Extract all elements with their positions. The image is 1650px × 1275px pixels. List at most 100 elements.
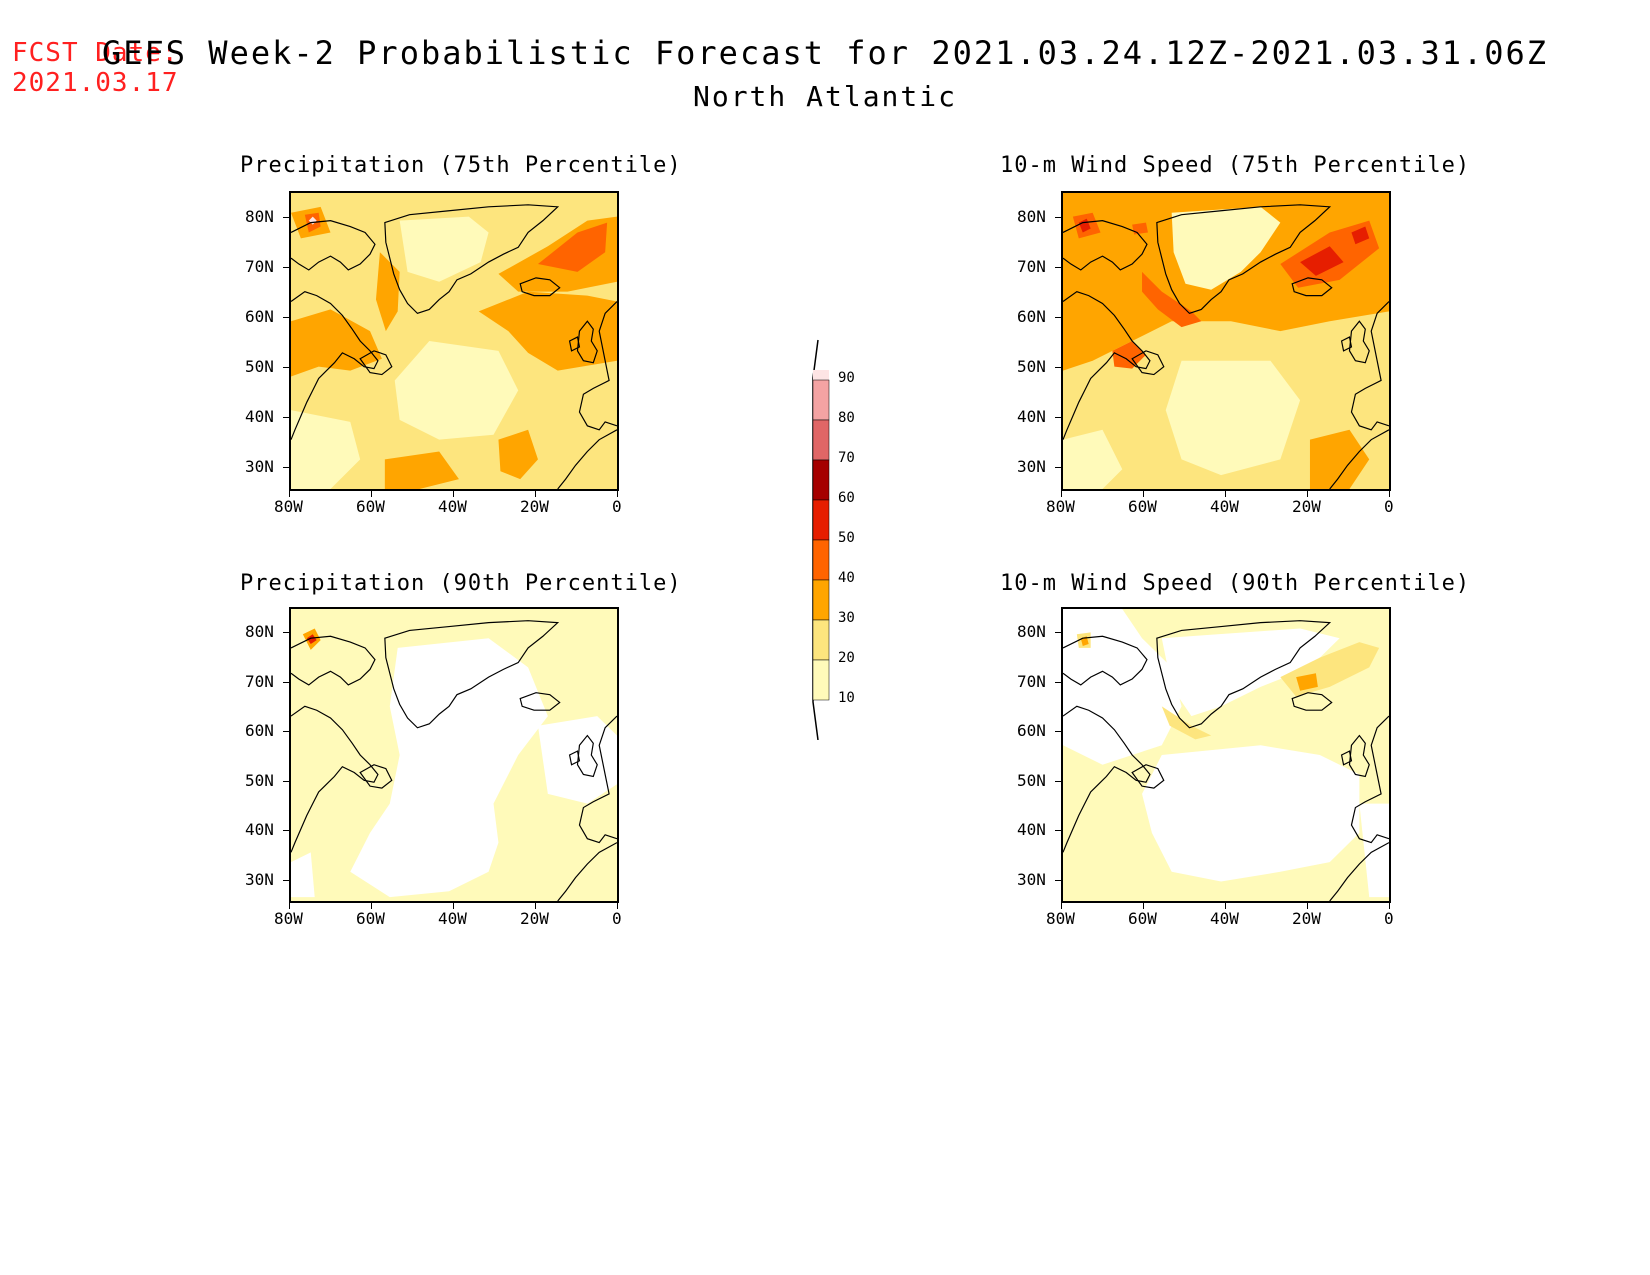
lon-tick-label: 0: [612, 909, 622, 928]
contour-region: [537, 222, 608, 272]
lat-tick-label: 40N: [245, 820, 274, 840]
lat-tick-label: 30N: [1017, 457, 1046, 477]
contour-region: [384, 451, 459, 489]
contour-region: [306, 634, 317, 645]
lon-tick-mark: [617, 903, 618, 909]
colorbar-swatch-20: [812, 619, 830, 661]
contour-region: [478, 291, 617, 371]
coastline: [359, 764, 393, 789]
page-title: GEFS Week-2 Probabilistic Forecast for 2…: [101, 34, 1549, 72]
lon-tick-mark: [289, 903, 290, 909]
lon-tick-mark: [1225, 903, 1226, 909]
lon-tick-mark: [1143, 903, 1144, 909]
lon-tick-label: 20W: [520, 497, 549, 516]
lon-tick-label: 0: [612, 497, 622, 516]
contour-region: [1300, 246, 1344, 276]
colorbar-label-60: 60: [838, 490, 855, 506]
map-precip-90: [289, 607, 619, 903]
colorbar-swatch-60: [812, 459, 830, 501]
lon-tick-label: 20W: [1292, 497, 1321, 516]
lon-tick-mark: [535, 491, 536, 497]
colorbar: [812, 339, 830, 740]
lon-tick-mark: [1389, 903, 1390, 909]
lon-tick-label: 40W: [438, 909, 467, 928]
contour-region: [1063, 429, 1123, 489]
lon-tick-label: 60W: [356, 497, 385, 516]
lat-tick-mark: [283, 830, 289, 832]
contour-region: [1309, 429, 1370, 489]
colorbar-label-20: 20: [838, 650, 855, 666]
lon-tick-mark: [1225, 491, 1226, 497]
coastline: [359, 350, 393, 376]
coastline: [1063, 635, 1148, 686]
colorbar-label-50: 50: [838, 530, 855, 546]
contour-region: [291, 410, 361, 489]
lon-tick-mark: [453, 491, 454, 497]
colorbar-label-30: 30: [838, 610, 855, 626]
lon-tick-label: 0: [1384, 909, 1394, 928]
lon-tick-mark: [453, 903, 454, 909]
lon-tick-mark: [1307, 491, 1308, 497]
lat-tick-mark: [1055, 632, 1061, 634]
coastline: [291, 705, 379, 853]
lat-tick-mark: [283, 632, 289, 634]
panel-title-precip-75: Precipitation (75th Percentile): [240, 153, 682, 178]
lon-tick-label: 40W: [438, 497, 467, 516]
lon-tick-mark: [617, 491, 618, 497]
contour-region: [1161, 706, 1212, 740]
colorbar-label-90: 90: [838, 370, 855, 386]
contour-region: [1296, 673, 1318, 691]
coastline: [1329, 429, 1389, 489]
lat-tick-mark: [1055, 731, 1061, 733]
lat-tick-mark: [283, 731, 289, 733]
lat-tick-label: 60N: [1017, 721, 1046, 741]
lat-tick-label: 70N: [1017, 256, 1046, 276]
lat-tick-label: 60N: [1017, 307, 1046, 326]
lat-tick-label: 40N: [1017, 820, 1046, 840]
coastline: [578, 301, 617, 431]
coastline: [384, 204, 560, 315]
lon-tick-label: 40W: [1210, 497, 1239, 516]
coastline: [1063, 705, 1151, 853]
lat-tick-label: 40N: [1017, 407, 1046, 427]
lat-tick-label: 70N: [1017, 671, 1046, 691]
forecast-date-value: 2021.03.17: [12, 68, 179, 98]
lat-tick-label: 80N: [1017, 206, 1046, 226]
lat-tick-label: 50N: [245, 357, 274, 377]
lon-tick-mark: [371, 491, 372, 497]
coastline: [1063, 220, 1148, 271]
coastline: [1350, 301, 1389, 431]
coastline: [1348, 320, 1370, 364]
lat-tick-mark: [283, 879, 289, 881]
lon-tick-label: 0: [1384, 497, 1394, 516]
lat-tick-label: 80N: [1017, 622, 1046, 642]
lon-tick-label: 40W: [1210, 909, 1239, 928]
lat-tick-mark: [283, 266, 289, 268]
lat-tick-mark: [1055, 367, 1061, 369]
panel-title-wind-75: 10-m Wind Speed (75th Percentile): [1000, 153, 1471, 178]
colorbar-label-10: 10: [838, 690, 855, 706]
lon-tick-label: 60W: [356, 909, 385, 928]
colorbar-label-80: 80: [838, 410, 855, 426]
lat-tick-mark: [1055, 317, 1061, 318]
lat-tick-mark: [283, 367, 289, 369]
coastline: [568, 750, 581, 766]
contour-region: [1063, 193, 1389, 371]
contour-region: [394, 341, 519, 440]
coastline: [1131, 764, 1165, 789]
coastline: [384, 620, 560, 729]
lon-tick-mark: [1307, 903, 1308, 909]
lat-tick-mark: [283, 216, 289, 218]
contour-region: [291, 309, 382, 377]
contour-region: [1132, 222, 1148, 235]
coastline: [1156, 204, 1332, 315]
contour-region: [399, 216, 489, 282]
coastline: [557, 429, 617, 489]
lon-tick-mark: [1143, 491, 1144, 497]
coastline: [578, 715, 617, 844]
lon-tick-mark: [371, 903, 372, 909]
contour-region: [1142, 271, 1202, 328]
contour-region: [1112, 341, 1146, 369]
colorbar-label-40: 40: [838, 570, 855, 586]
lon-tick-label: 20W: [1292, 909, 1321, 928]
